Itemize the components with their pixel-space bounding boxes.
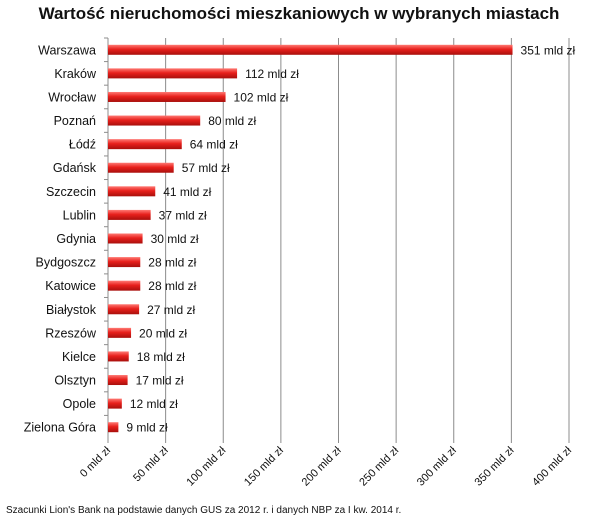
data-label: 57 mld zł	[182, 161, 230, 175]
category-label: Bydgoszcz	[36, 256, 96, 270]
bar	[108, 257, 141, 268]
bar	[108, 115, 201, 126]
data-label: 18 mld zł	[137, 350, 185, 364]
category-label: Opole	[63, 397, 96, 411]
x-tick-label: 50 mld zł	[131, 444, 171, 484]
data-label: 64 mld zł	[190, 138, 238, 152]
x-tick-label: 400 mld zł	[530, 444, 574, 488]
bar	[108, 186, 156, 197]
data-label: 112 mld zł	[245, 67, 299, 81]
category-label: Kraków	[54, 67, 97, 81]
chart-title: Wartość nieruchomości mieszkaniowych w w…	[38, 4, 560, 23]
category-label: Gdańsk	[53, 161, 97, 175]
bar	[108, 280, 141, 291]
bar	[108, 398, 122, 409]
x-tick-label: 0 mld zł	[78, 444, 114, 480]
x-tick-label: 250 mld zł	[357, 444, 401, 488]
bar	[108, 44, 513, 55]
bar	[108, 304, 140, 315]
bar	[108, 91, 226, 102]
bar	[108, 139, 182, 150]
x-tick-label: 300 mld zł	[415, 444, 459, 488]
category-label: Rzeszów	[45, 326, 97, 340]
data-label: 28 mld zł	[148, 279, 196, 293]
data-label: 80 mld zł	[208, 114, 256, 128]
category-label: Wrocław	[48, 90, 97, 104]
data-label: 27 mld zł	[147, 303, 195, 317]
category-label: Lublin	[63, 208, 96, 222]
data-label: 28 mld zł	[148, 256, 196, 270]
data-label: 20 mld zł	[139, 326, 187, 340]
bar	[108, 327, 132, 338]
bar	[108, 422, 119, 433]
category-label: Olsztyn	[54, 374, 96, 388]
bar	[108, 68, 238, 79]
data-label: 351 mld zł	[521, 43, 576, 57]
category-label: Gdynia	[56, 232, 96, 246]
bar	[108, 375, 128, 386]
source-note: Szacunki Lion's Bank na podstawie danych…	[6, 505, 402, 516]
bar	[108, 233, 143, 244]
data-label: 41 mld zł	[163, 185, 211, 199]
data-label: 102 mld zł	[234, 90, 289, 104]
category-label: Poznań	[54, 114, 96, 128]
x-tick-label: 350 mld zł	[473, 444, 517, 488]
category-label: Łódź	[69, 138, 96, 152]
category-label: Białystok	[46, 303, 97, 317]
category-label: Warszawa	[38, 43, 96, 57]
category-label: Szczecin	[46, 185, 96, 199]
category-label: Katowice	[45, 279, 96, 293]
x-tick-label: 200 mld zł	[300, 444, 344, 488]
data-label: 30 mld zł	[151, 232, 199, 246]
bar	[108, 351, 129, 362]
x-tick-label: 100 mld zł	[184, 444, 228, 488]
category-label: Kielce	[62, 350, 96, 364]
labels: 0 mld zł 50 mld zł 100 mld zł 150 mld zł 200…	[24, 43, 576, 488]
bar	[108, 162, 174, 173]
data-label: 12 mld zł	[130, 397, 178, 411]
bar	[108, 209, 151, 220]
data-label: 9 mld zł	[126, 421, 168, 435]
data-label: 17 mld zł	[136, 374, 184, 388]
data-label: 37 mld zł	[159, 208, 207, 222]
x-tick-label: 150 mld zł	[242, 444, 286, 488]
category-label: Zielona Góra	[24, 421, 96, 435]
bars	[108, 44, 513, 433]
